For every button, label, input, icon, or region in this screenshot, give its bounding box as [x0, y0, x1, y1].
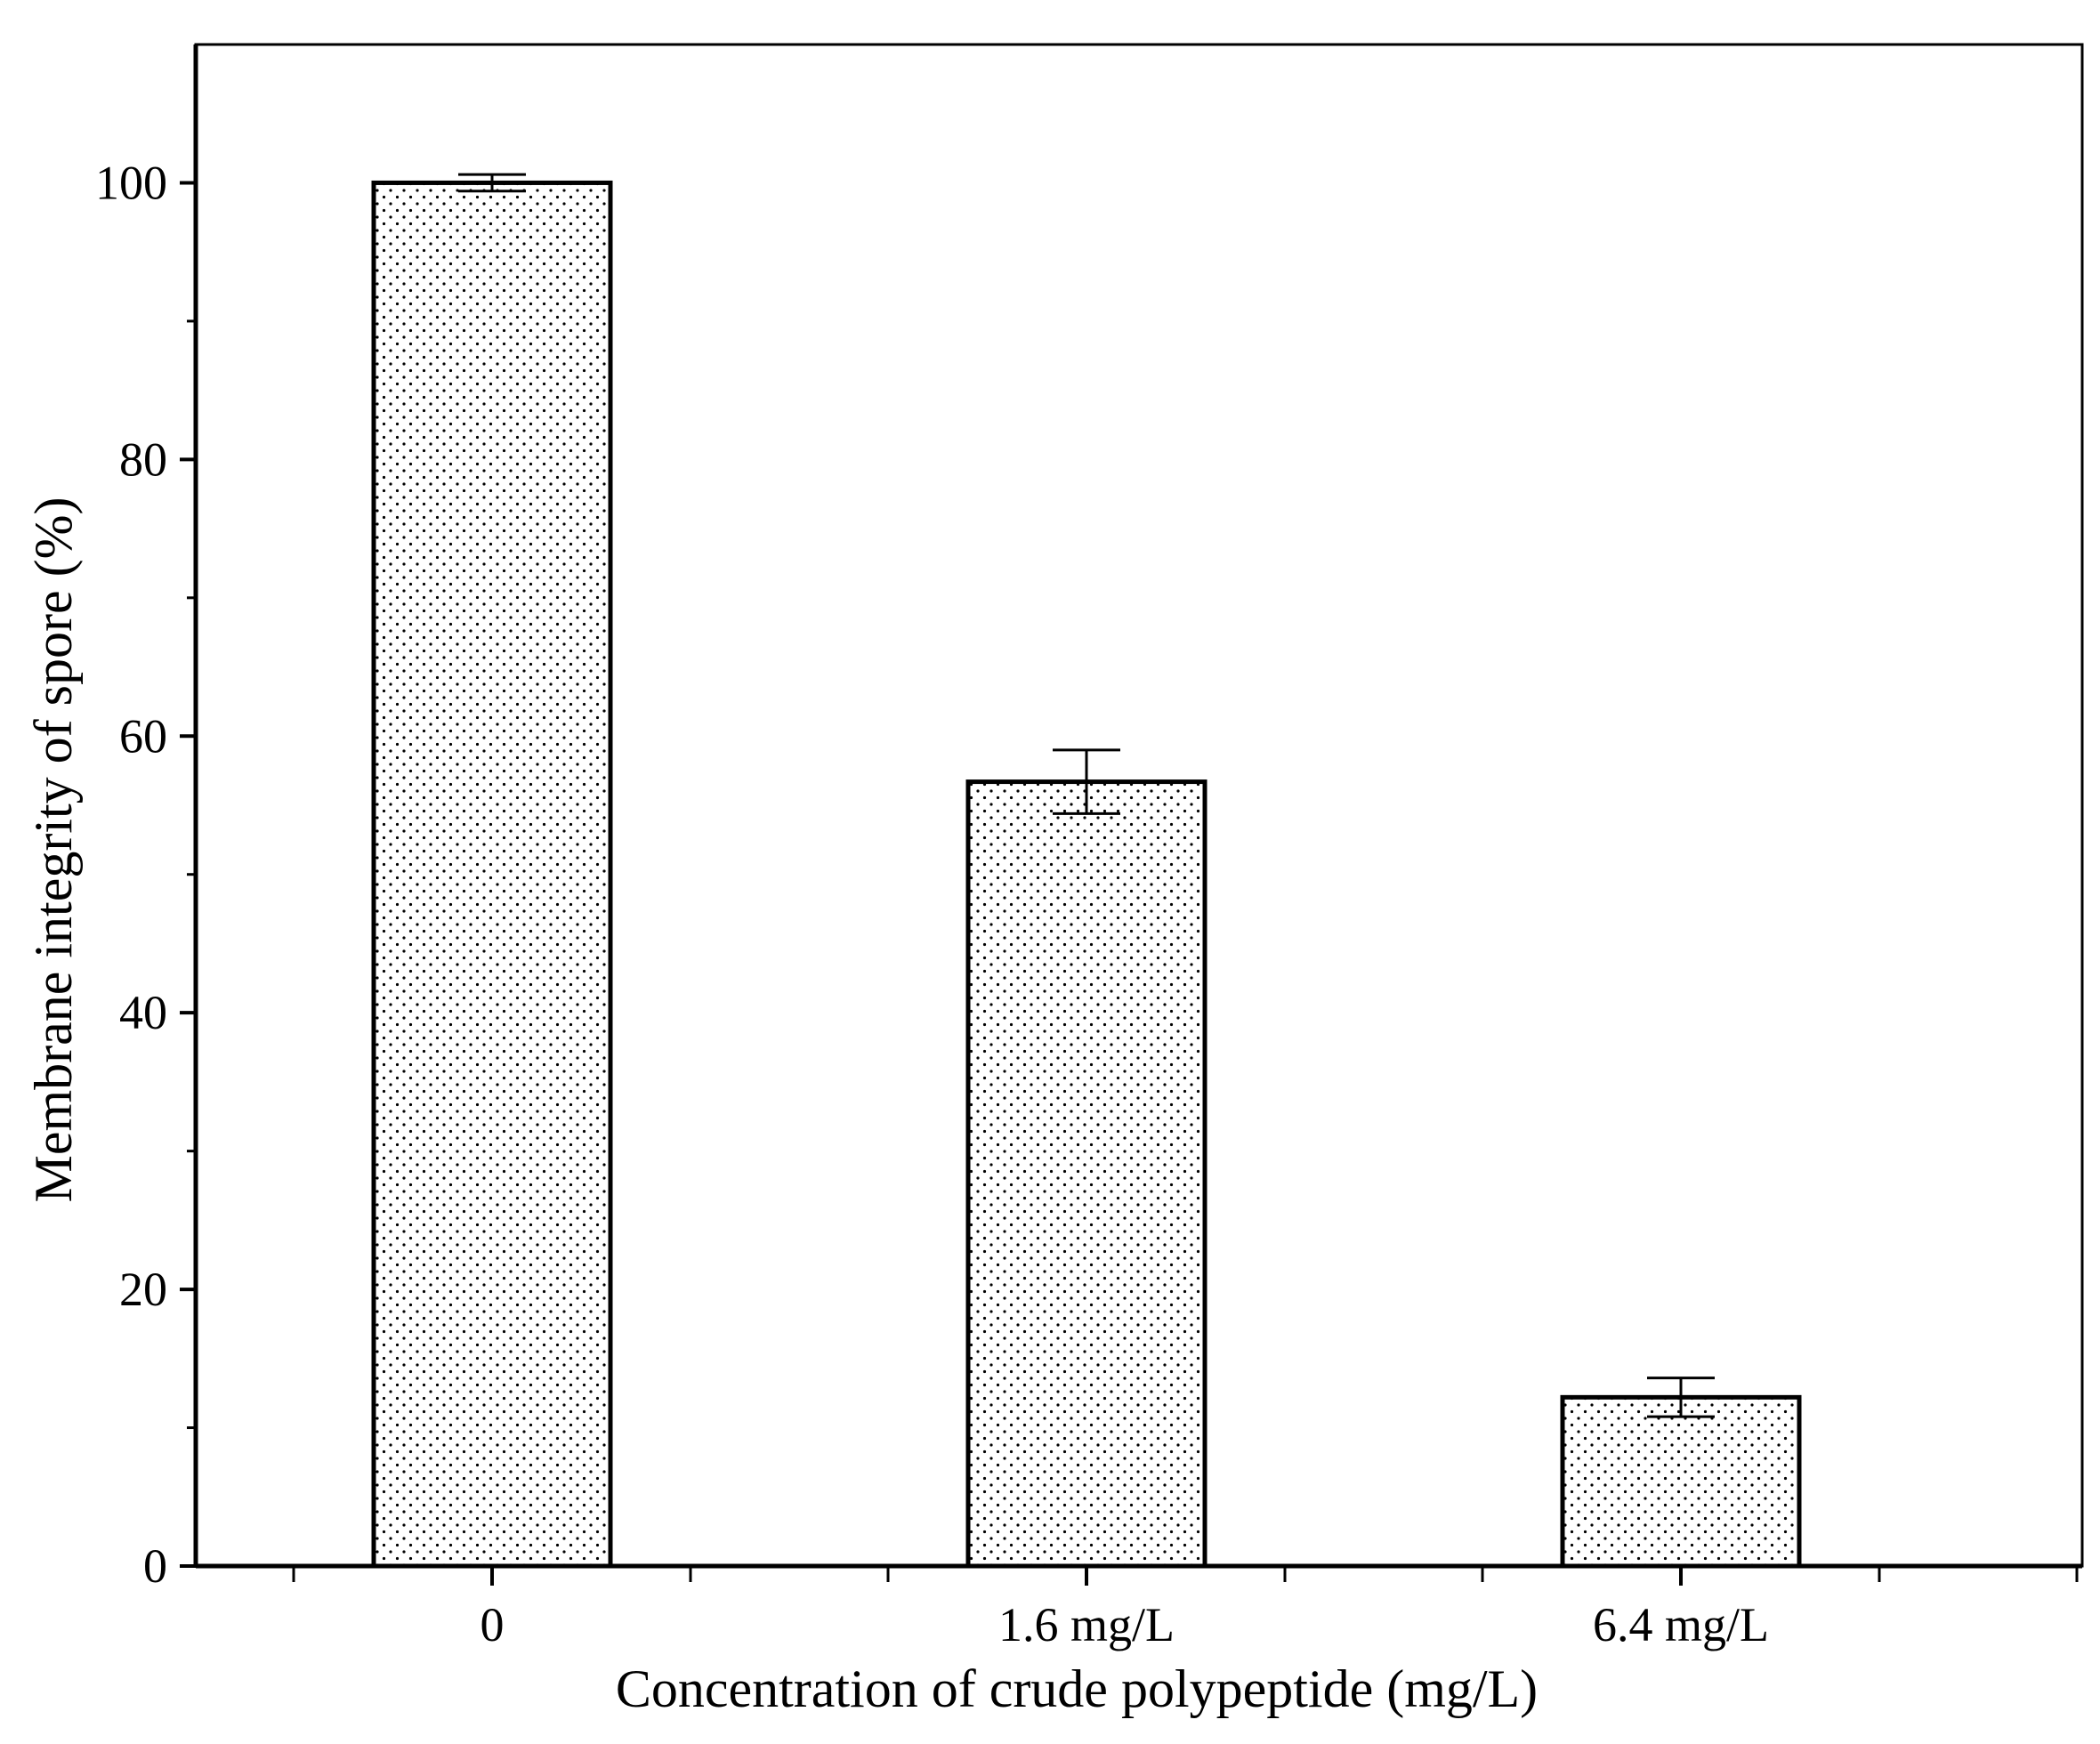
bars-layer	[371, 180, 1802, 1569]
error-bars-layer	[458, 173, 1715, 1418]
y-axis-title: Membrane integrity of spore (%)	[24, 497, 83, 1202]
x-tick-label-1: 1.6 mg/L	[998, 1598, 1175, 1651]
bar-2	[1560, 1394, 1802, 1569]
y-tick-label-2: 40	[119, 986, 167, 1039]
y-tick-label-1: 20	[119, 1263, 167, 1316]
y-tick-label-3: 60	[119, 709, 167, 763]
bar-1	[965, 779, 1208, 1569]
bar-0	[371, 180, 613, 1569]
x-tick-label-0: 0	[481, 1598, 505, 1651]
y-tick-label-5: 100	[95, 156, 167, 209]
x-axis-title: Concentration of crude polypeptide (mg/L…	[616, 1659, 1538, 1718]
y-tick-label-4: 80	[119, 432, 167, 486]
x-tick-label-2: 6.4 mg/L	[1593, 1598, 1769, 1651]
axes-layer: 0 20 40 60 80 100 0 1.6 mg/L 6.4 mg/L	[95, 44, 2082, 1651]
y-tick-label-0: 0	[143, 1539, 167, 1593]
